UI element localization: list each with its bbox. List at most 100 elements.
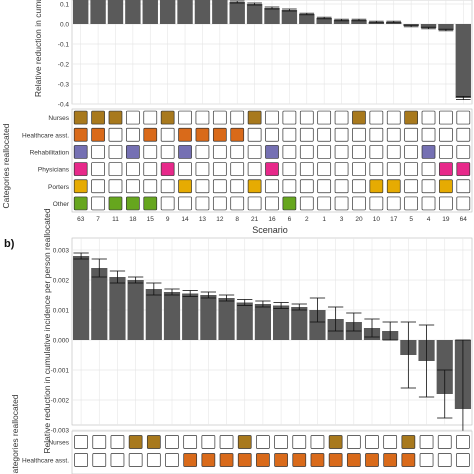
matrix-b-cell-filled [237,435,252,449]
matrix-a-cell-empty [195,179,210,194]
matrix-a-x-tick-label: 12 [216,216,224,223]
matrix-b-cell-empty [419,435,434,449]
matrix-a-cell-empty [369,196,384,211]
matrix-a-cell-filled [73,110,88,125]
panel-a-bar [281,10,298,24]
matrix-a-cell-empty [352,179,366,194]
matrix-a-cell-empty [230,110,245,125]
matrix-a-x-tick-label: 5 [409,216,413,223]
matrix-a-cell-empty [143,145,158,159]
matrix-a-cell-filled [352,110,366,125]
panel-a-bar [229,2,245,24]
matrix-a-cell-empty [126,110,140,125]
matrix-a-cell-empty [334,179,349,194]
matrix-a-cell-empty [178,110,192,125]
matrix-b-cell-filled [237,453,252,467]
matrix-a-cell-empty [369,145,384,159]
matrix-a-cell-empty [230,196,245,211]
panel-a-bar [194,0,211,24]
panel-a-y-tick-label: -0.3 [58,82,70,89]
matrix-a-cell-empty [439,127,453,142]
panel-a-bar [246,4,263,24]
panel-b-y-axis-label: Relative reduction in cumulative inciden… [42,208,52,453]
matrix-a-cell-filled [108,110,123,125]
panel-b-y-tick-label: -0.003 [51,428,70,435]
matrix-a-cell-filled [73,179,88,194]
panel-b-bar [163,292,181,340]
panel-a-bars [73,0,471,100]
matrix-a-cell-empty [317,127,332,142]
matrix-a-cell-filled [247,179,262,194]
matrix-a-cell-filled [178,127,192,142]
matrix-b-cells [71,430,473,474]
matrix-a-x-tick-label: 21 [251,216,259,223]
matrix-a-cell-empty [386,145,401,159]
panel-b-bar [200,295,217,340]
matrix-a-cell-filled [178,179,192,194]
matrix-a-cell-filled [421,145,436,159]
panel-a-y-axis-label: Relative reduction in cumulative inciden… [33,0,43,97]
matrix-a-cell-empty [386,162,401,176]
matrix-a-row-labels: Nurses Healthcare asst. Rehabilitation Phys… [22,115,70,208]
matrix-b-cell-empty [419,453,434,467]
panel-b-bar [109,277,126,340]
matrix-a-cell-filled [386,179,401,194]
matrix-b-cell-filled [346,453,361,467]
matrix-a-cell-empty [386,110,401,125]
panel-a-bar [316,18,332,24]
matrix-a-x-tick-label: 11 [112,216,119,223]
panel-b-bar [182,293,199,340]
matrix-a-cell-empty [126,127,140,142]
matrix-a-cell-empty [369,110,384,125]
matrix-b-cell-empty [128,453,143,467]
matrix-b-row-labels: Nurses Healthcare asst. [22,440,70,465]
matrix-a-cell-empty [91,162,105,176]
matrix-a-cell-empty [247,196,262,211]
matrix-a-cell-filled [73,162,88,176]
matrix-a-cell-empty [334,145,349,159]
matrix-b-cell-filled [201,453,216,467]
matrix-a-cell-empty [439,196,453,211]
matrix-a-cell-empty [421,179,436,194]
matrix-b-cell-filled [401,453,416,467]
matrix-a-cell-empty [195,110,210,125]
matrix-b-cell-filled [328,435,343,449]
matrix-b-cell-filled [328,453,343,467]
panel-a-bar [455,24,471,98]
matrix-a-x-tick-label: 2 [305,216,309,223]
matrix-a-cell-empty [143,110,158,125]
matrix-a-cell-empty [369,162,384,176]
panel-b-bar [218,298,235,340]
matrix-a-cell-empty [247,127,262,142]
matrix-a-cell-empty [386,196,401,211]
matrix-b-cell-empty [456,435,470,449]
matrix-a-x-tick-label: 7 [96,216,100,223]
matrix-a-cell-empty [421,127,436,142]
matrix-b-y-axis-label: Categories reallocated [10,394,20,474]
panel-b-y-tick-label: -0.002 [51,398,70,405]
matrix-a-x-tick-label: 15 [147,216,155,223]
matrix-b-cell-empty [365,435,379,449]
matrix-a-x-tick-label: 18 [129,216,137,223]
matrix-a-cell-empty [91,179,105,194]
matrix-a-cell-empty [230,145,245,159]
panel-a-bar [438,24,454,30]
matrix-a-cell-empty [160,127,175,142]
matrix-b-cell-empty [310,435,325,449]
matrix-a-x-tick-label: 10 [373,216,381,223]
matrix-a-cell-empty [299,127,314,142]
matrix-b-cell-filled [219,453,234,467]
matrix-b-cell-filled [128,435,143,449]
matrix-a-cell-empty [160,179,175,194]
matrix-a-cell-filled [369,179,384,194]
matrix-a-cell-filled [108,196,123,211]
matrix-b-cell-empty [292,435,307,449]
matrix-a-cell-empty [108,179,123,194]
matrix-a-cell-empty [456,196,471,211]
matrix-a-frame [71,108,473,213]
matrix-a-cell-filled [195,127,210,142]
matrix-a-x-tick-label: 3 [340,216,344,223]
matrix-a-cell-empty [317,196,332,211]
panel-b-bar [91,268,108,340]
panel-a-bar [299,14,315,24]
